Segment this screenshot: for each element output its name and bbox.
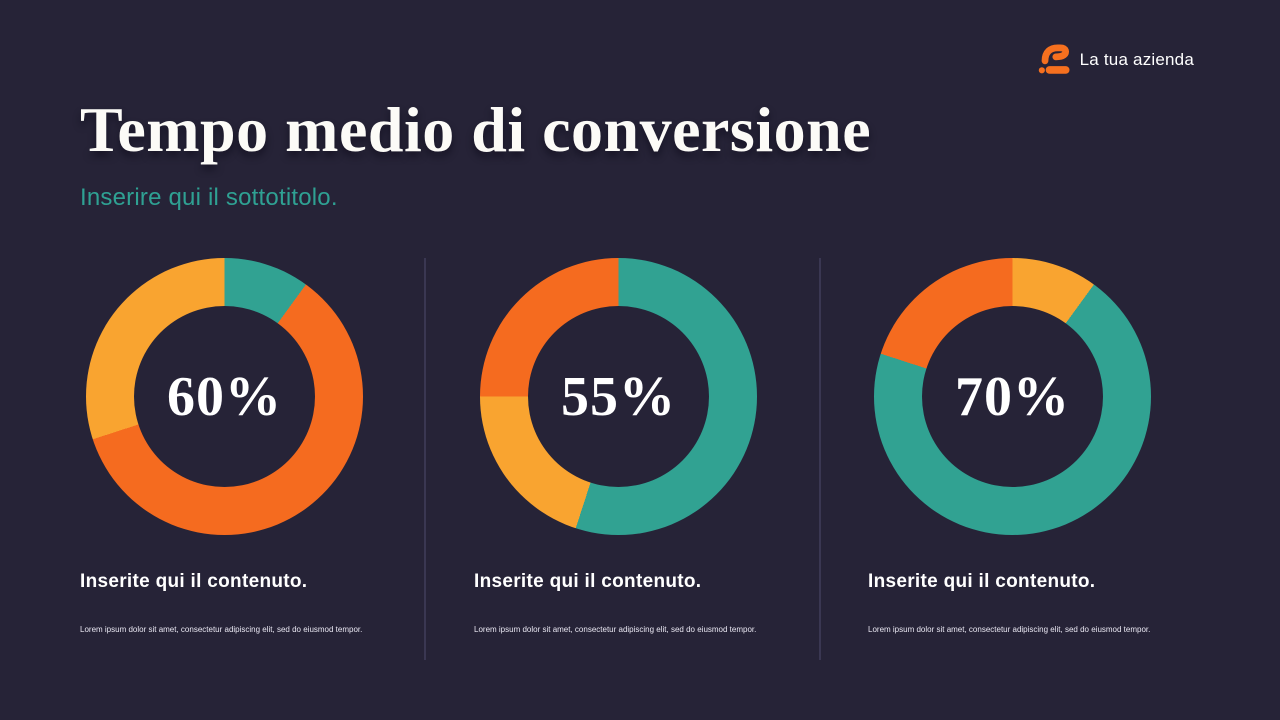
column-heading: Inserite qui il contenuto. <box>80 571 308 592</box>
donut-hole <box>528 306 709 487</box>
column-heading: Inserite qui il contenuto. <box>474 571 702 592</box>
column-body-text: Lorem ipsum dolor sit amet, consectetur … <box>868 625 1151 634</box>
donut-chart-2: 55% <box>480 258 757 535</box>
donut-chart-3: 70% <box>874 258 1151 535</box>
chart-column-2: 55% Inserite qui il contenuto. Lorem ips… <box>474 258 820 635</box>
donut-percent-label: 60% <box>167 365 282 428</box>
column-divider <box>819 258 821 660</box>
s-mark-icon <box>1036 42 1072 78</box>
donut-percent-label: 55% <box>561 365 676 428</box>
page-subtitle: Inserire qui il sottotitolo. <box>80 184 338 211</box>
column-heading: Inserite qui il contenuto. <box>868 571 1096 592</box>
chart-column-1: 60% Inserite qui il contenuto. Lorem ips… <box>80 258 426 635</box>
donut-percent-label: 70% <box>955 365 1070 428</box>
column-body-text: Lorem ipsum dolor sit amet, consectetur … <box>474 625 757 634</box>
chart-column-3: 70% Inserite qui il contenuto. Lorem ips… <box>868 258 1214 635</box>
donut-chart-1: 60% <box>86 258 363 535</box>
donut-hole <box>134 306 315 487</box>
brand-block: La tua azienda <box>1036 42 1194 78</box>
column-divider <box>424 258 426 660</box>
donut-hole <box>922 306 1103 487</box>
column-body-text: Lorem ipsum dolor sit amet, consectetur … <box>80 625 363 634</box>
page-title: Tempo medio di conversione <box>80 94 872 165</box>
brand-name: La tua azienda <box>1079 50 1194 69</box>
